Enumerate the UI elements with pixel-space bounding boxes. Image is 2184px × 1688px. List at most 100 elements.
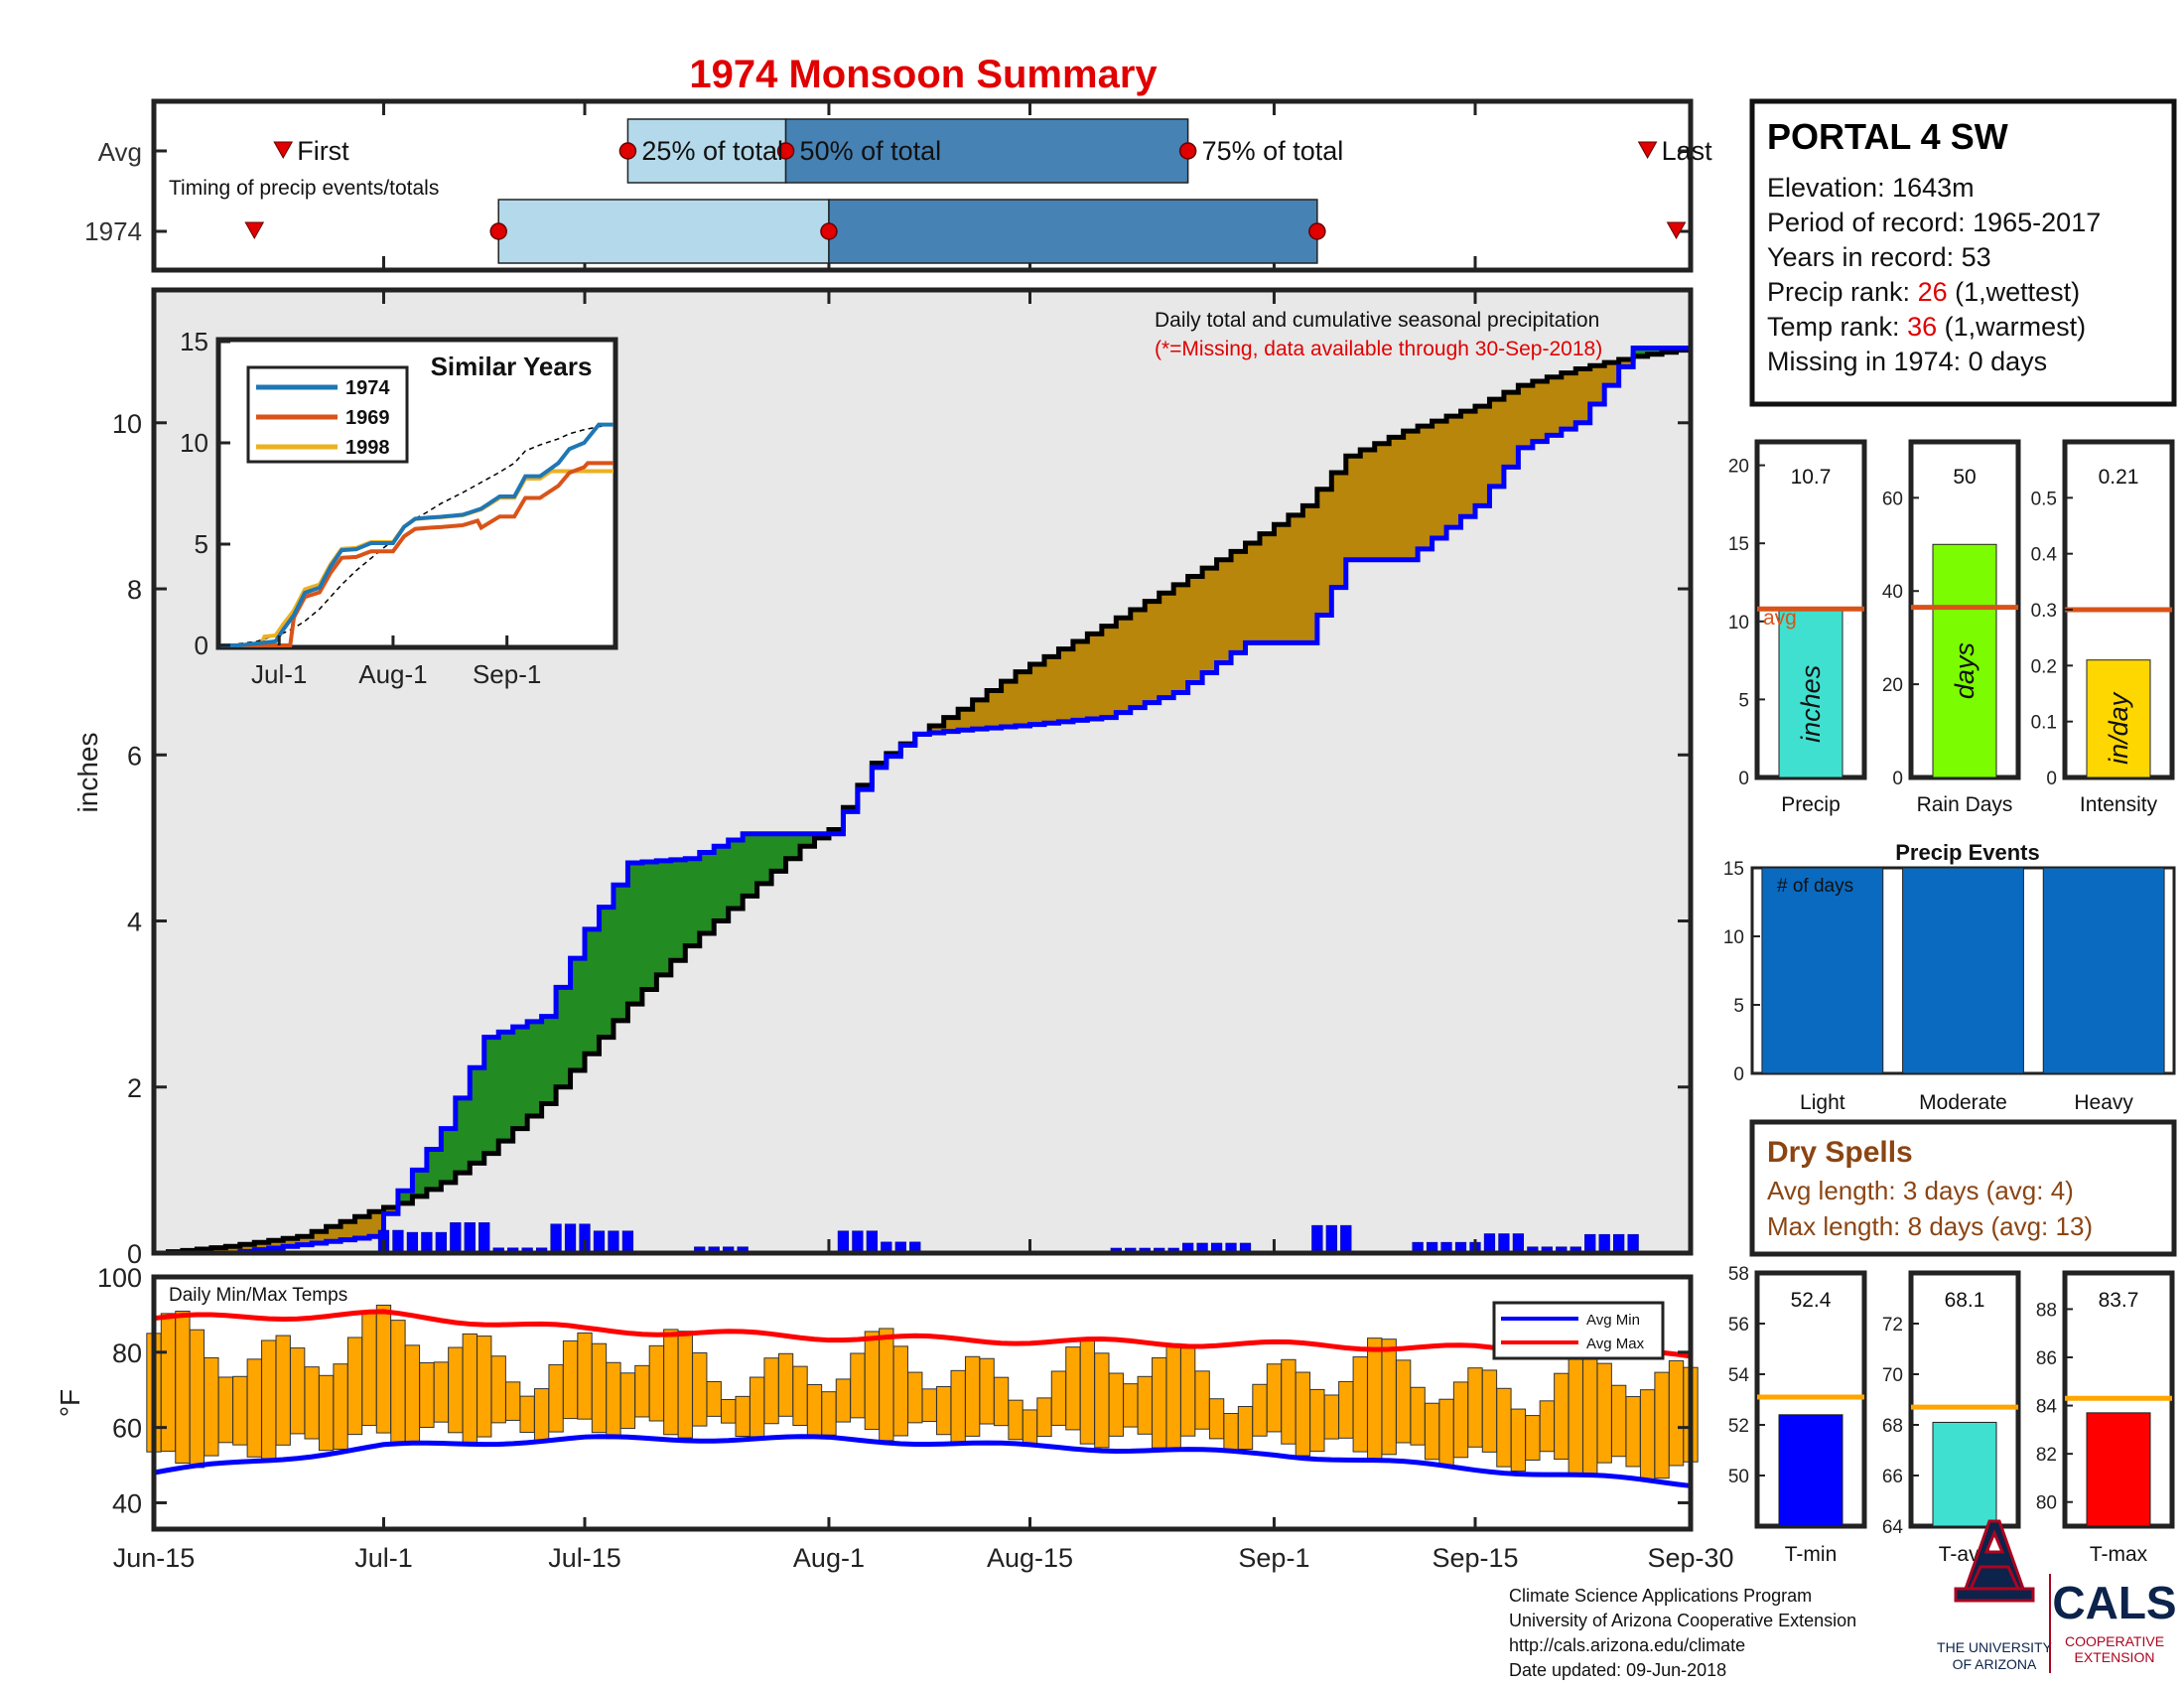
stat-y-tick-label: 0 — [1738, 769, 1749, 789]
temp-daily-bar — [304, 1366, 320, 1440]
temp-daily-bar — [1050, 1370, 1067, 1426]
temp-stat-y-tick-label: 52 — [1728, 1416, 1749, 1437]
station-period: Period of record: 1965-2017 — [1767, 208, 2101, 237]
inset-y-tick-label: 0 — [195, 631, 208, 660]
timing-p25-label: 25% of total — [641, 136, 783, 166]
temp-daily-bar — [189, 1329, 205, 1469]
stat-category-label: Precip — [1781, 793, 1841, 816]
temp-stat-panel-0: 52.4 T-min 50 52 54 56 58 — [1728, 1264, 1867, 1566]
temp-daily-bar — [490, 1355, 506, 1424]
temp-avg-max-line — [153, 1309, 1692, 1359]
station-years: Years in record: 53 — [1767, 242, 1991, 272]
temp-stat-y-tick-label: 86 — [2036, 1348, 2057, 1369]
temp-daily-bar — [1352, 1356, 1368, 1453]
cals-logo-line-2: EXTENSION — [2075, 1649, 2155, 1665]
temp-daily-bar — [1596, 1362, 1612, 1464]
precip-chart-header: Daily total and cumulative seasonal prec… — [1155, 309, 1599, 332]
precip-y-tick-label: 4 — [127, 908, 142, 937]
timing-year-event-marker-icon — [244, 221, 265, 240]
temp-stat-y-tick-label: 54 — [1728, 1365, 1750, 1386]
timing-avg-percentile-marker — [776, 142, 795, 160]
stat-y-tick-label: 20 — [1882, 675, 1903, 696]
precip-events-bars: Light Moderate Heavy 0 5 10 15 — [1723, 859, 2165, 1114]
temp-daily-bar — [806, 1383, 823, 1439]
stat-unit-label: days — [1950, 642, 1979, 699]
station-name: PORTAL 4 SW — [1767, 116, 2008, 157]
temp-daily-bar — [1338, 1380, 1354, 1439]
precip-event-category-label: Moderate — [1919, 1091, 2007, 1114]
temp-daily-bar — [950, 1369, 966, 1445]
timing-bars: First Last 25% of total 50% of total 75% of … — [244, 118, 1712, 264]
temp-daily-bar — [777, 1352, 794, 1417]
cals-logo-line-1: COOPERATIVE — [2065, 1633, 2164, 1649]
temp-stat-y-tick-label: 56 — [1728, 1315, 1749, 1336]
temp-daily-bar — [505, 1381, 521, 1421]
stat-y-tick-label: 40 — [1882, 582, 1903, 603]
temp-daily-bar — [850, 1352, 866, 1419]
temp-daily-bar — [1568, 1350, 1583, 1475]
timing-year-bar-25-50 — [497, 199, 830, 264]
x-axis-tick-label: Jul-15 — [548, 1543, 621, 1573]
daily-precip-bar — [1584, 1233, 1596, 1254]
temp-x-ticks: Jun-15 Jul-1 Jul-15 Aug-1 Aug-15 Sep-1 Sep-15 S… — [113, 1517, 1734, 1573]
inset-title: Similar Years — [431, 352, 593, 381]
inset-x-tick-label: Sep-1 — [473, 659, 541, 689]
inset-y-tick-label: 10 — [180, 428, 208, 458]
temp-daily-bar — [1424, 1402, 1440, 1461]
temp-stat-y-tick-label: 84 — [2036, 1397, 2058, 1418]
daily-precip-bar — [1483, 1233, 1496, 1254]
university-of-arizona-logo: THE UNIVERSITY OF ARIZONA — [1937, 1519, 2053, 1672]
stat-bar — [1778, 610, 1843, 778]
temp-daily-bar — [1554, 1372, 1570, 1461]
precip-event-y-tick-label: 10 — [1723, 927, 1744, 948]
temp-avg-min-line — [153, 1434, 1692, 1488]
temp-daily-bar — [346, 1336, 363, 1436]
temp-daily-bar — [390, 1320, 406, 1446]
daily-precip-bar — [478, 1222, 490, 1254]
x-axis-tick-label: Sep-1 — [1238, 1543, 1309, 1573]
stat-y-tick-label: 10 — [1728, 613, 1749, 633]
precip-y-tick-label: 8 — [127, 575, 142, 605]
x-axis-tick-label: Aug-1 — [793, 1543, 865, 1573]
temp-stat-bar — [2086, 1412, 2151, 1527]
precip-y-tick-label: 6 — [127, 741, 142, 771]
precip-frame — [151, 287, 1694, 1256]
precip-below-average-fill — [154, 348, 1691, 1253]
temp-stat-category-label: T-min — [1785, 1543, 1838, 1566]
temp-daily-bar — [160, 1313, 177, 1453]
daily-precip-bar — [406, 1231, 419, 1254]
footer-line-1: Climate Science Applications Program — [1509, 1586, 1812, 1606]
precip-event-y-tick-label: 15 — [1723, 859, 1744, 880]
temp-daily-bar — [1137, 1375, 1153, 1435]
temp-daily-bar — [1438, 1398, 1454, 1468]
temp-y-tick-label: 40 — [112, 1488, 142, 1518]
timing-note: Timing of precip events/totals — [169, 177, 439, 200]
temp-frame — [151, 1274, 1694, 1532]
daily-precip-bar — [852, 1230, 864, 1254]
temp-y-tick-label: 100 — [97, 1263, 142, 1293]
temp-daily-bar — [892, 1345, 908, 1437]
stat-y-tick-label: 0 — [2046, 769, 2057, 789]
temp-y-ticks: 40 60 80 100 — [97, 1263, 1691, 1518]
temp-stat-y-tick-label: 82 — [2036, 1445, 2057, 1466]
temp-y-tick-label: 80 — [112, 1338, 142, 1368]
stat-value-label: 50 — [1953, 466, 1976, 489]
temp-daily-bar — [1395, 1359, 1412, 1444]
precip-y-label: inches — [72, 733, 103, 813]
daily-precip-bar — [1340, 1224, 1352, 1254]
station-frame — [1749, 98, 2177, 407]
temp-daily-bar — [993, 1376, 1010, 1427]
temp-legend-box — [1492, 1301, 1665, 1360]
daily-precip-bar — [866, 1230, 878, 1254]
temp-daily-bar — [879, 1328, 894, 1442]
station-elevation: Elevation: 1643m — [1767, 173, 1975, 203]
temp-daily-bar — [979, 1357, 995, 1425]
similar-years-inset: Similar Years 0 5 10 15 Jul-1 Aug-1 Sep-1 1974… — [180, 327, 618, 689]
ua-logo-line-1: THE UNIVERSITY — [1937, 1639, 2053, 1655]
x-axis-tick-label: Sep-30 — [1647, 1543, 1733, 1573]
inset-x-tick-label: Aug-1 — [358, 659, 427, 689]
timing-avg-percentile-marker — [618, 142, 637, 160]
temp-daily-bar — [907, 1371, 923, 1424]
precip-observed-line — [154, 346, 1691, 1256]
temp-daily-bar — [864, 1331, 881, 1431]
